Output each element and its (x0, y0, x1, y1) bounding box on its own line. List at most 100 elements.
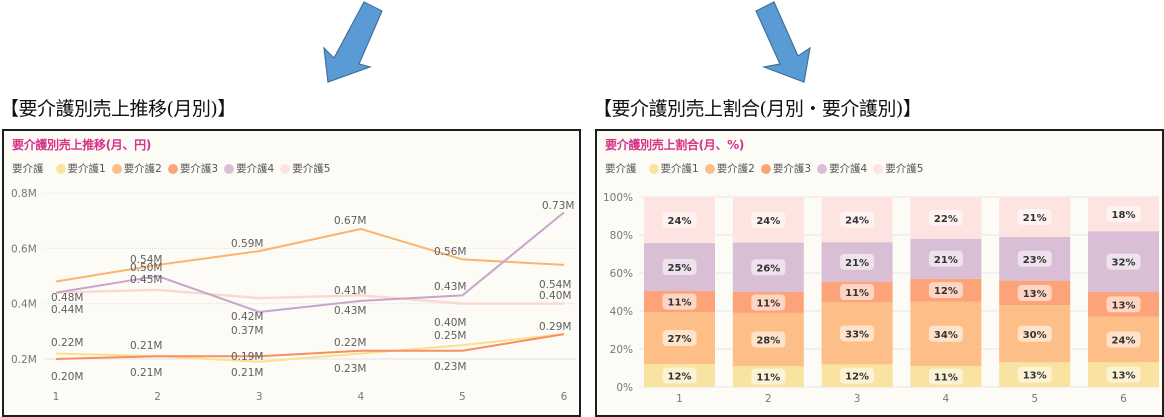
data-label: 26% (756, 263, 780, 274)
data-label-bg (1106, 253, 1141, 270)
y-tick-label: 0.2M (11, 354, 37, 366)
data-label: 0.21M (231, 367, 263, 379)
x-tick-label: 3 (256, 391, 263, 403)
x-tick-label: 1 (676, 393, 683, 405)
legend-label: 要介護5 (292, 163, 331, 175)
legend-dot-icon (55, 163, 66, 174)
data-label: 0.25M (434, 330, 466, 342)
legend-item-1[interactable]: 要介護1 (648, 161, 699, 176)
data-label: 30% (1023, 330, 1047, 341)
y-tick-label: 100% (603, 192, 633, 204)
data-label: 13% (1112, 300, 1136, 311)
data-label: 0.22M (334, 337, 366, 349)
data-label-bg (751, 331, 786, 348)
data-label: 0.44M (51, 304, 83, 316)
line-chart: 0.2M 0.4M 0.6M 0.8M 1 2 3 4 5 6 0.48M 0.54M 0.59M 0.6… (11, 188, 576, 403)
legend-title: 要介護 (12, 163, 44, 175)
data-label: 0.40M (539, 290, 571, 302)
line-series[interactable] (55, 333, 565, 360)
data-label-bg (1017, 325, 1052, 342)
data-label: 13% (1023, 371, 1047, 382)
x-tick-label: 5 (1031, 393, 1038, 405)
data-label: 11% (756, 373, 780, 384)
x-tick-label: 4 (943, 393, 950, 405)
data-label: 12% (845, 372, 869, 383)
data-label: 13% (1112, 371, 1136, 382)
data-label: 21% (1023, 213, 1047, 224)
x-tick-label: 6 (1120, 393, 1127, 405)
data-label: 0.42M (231, 311, 263, 323)
legend-item-4[interactable]: 要介護4 (817, 161, 867, 176)
data-label: 25% (668, 263, 692, 274)
data-label-bg (1017, 366, 1052, 383)
data-label-bg (662, 212, 697, 229)
data-label: 21% (934, 255, 958, 266)
data-label: 0.43M (434, 281, 466, 293)
x-tick-label: 6 (561, 391, 568, 403)
x-tick-label: 4 (357, 391, 364, 403)
data-label: 12% (668, 371, 692, 382)
data-label-bg (751, 368, 786, 385)
data-label: 28% (756, 336, 780, 347)
data-label: 0.21M (130, 340, 162, 352)
legend-dot-icon (648, 163, 659, 174)
stacked-bar[interactable]: 11% 34% 12% 21% 22% (910, 197, 982, 387)
stacked-bar-chart-panel: 要介護別売上割合(月、%) 要介護 要介護1 要介護2 要介護3 要介護4 要介護5 0… (595, 129, 1164, 417)
data-label-bg (840, 367, 875, 384)
y-tick-label: 80% (610, 230, 633, 242)
data-label-bg (751, 211, 786, 228)
data-label: 0.67M (334, 215, 366, 227)
stacked-bar[interactable]: 11% 28% 11% 26% 24% (732, 197, 804, 387)
legend-item-5[interactable]: 要介護5 (280, 161, 330, 176)
legend-item-5[interactable]: 要介護5 (873, 161, 923, 176)
data-label: 0.56M (434, 246, 466, 258)
data-label: 0.37M (231, 325, 263, 337)
stacked-bar-chart: 0% 20% 40% 60% 80% 100% 12% 27% 11% 25% 24% 1 11% 28%… (603, 192, 1159, 405)
data-label: 24% (845, 216, 869, 227)
data-label-bg (1017, 284, 1052, 301)
x-tick-label: 2 (154, 391, 161, 403)
stacked-bar[interactable]: 12% 33% 11% 21% 24% (821, 197, 893, 387)
section-heading-sales-ratio: 【要介護別売上割合(月別・要介護別)】 (593, 98, 922, 120)
data-label-bg (840, 284, 875, 300)
data-label-bg (751, 259, 786, 276)
data-label: 0.43M (334, 305, 366, 317)
data-label-bg (840, 253, 875, 270)
data-label-bg (1106, 366, 1141, 383)
chart-title: 要介護別売上割合(月、%) (605, 138, 745, 152)
line-series[interactable] (55, 288, 564, 305)
legend-label: 要介護1 (660, 163, 699, 175)
stacked-bar[interactable]: 13% 30% 13% 23% 21% (999, 197, 1071, 387)
line-chart-panel: 要介護別売上推移(月、円) 要介護 要介護1 要介護2 要介護3 要介護4 要介護5 0… (2, 129, 581, 417)
legend-item-2[interactable]: 要介護2 (111, 161, 162, 176)
legend-item-2[interactable]: 要介護2 (704, 161, 755, 176)
legend-dot-icon (760, 163, 771, 174)
data-label: 0.73M (542, 200, 574, 212)
data-label: 0.23M (434, 361, 466, 373)
legend-item-3[interactable]: 要介護3 (760, 161, 811, 176)
line-series[interactable] (55, 211, 565, 313)
stacked-bar[interactable]: 12% 27% 11% 25% 24% (644, 197, 715, 387)
x-tick-label: 3 (854, 393, 861, 405)
y-tick-label: 40% (610, 306, 633, 318)
x-tick-label: 1 (53, 391, 60, 403)
stacked-bar[interactable]: 13% 24% 13% 32% 18% (1088, 197, 1159, 387)
legend-dot-icon (704, 163, 715, 174)
data-label-bg (662, 367, 697, 384)
data-label: 21% (845, 258, 869, 269)
data-label: 0.41M (334, 285, 366, 297)
data-label: 0.19M (231, 351, 263, 363)
legend-item-4[interactable]: 要介護4 (224, 161, 274, 176)
y-tick-label: 20% (610, 344, 633, 356)
legend-label: 要介護4 (829, 163, 868, 175)
data-label: 0.54M (130, 254, 162, 266)
data-label: 33% (845, 329, 869, 340)
data-label-bg (928, 325, 963, 342)
legend: 要介護 要介護1 要介護2 要介護3 要介護4 要介護5 (12, 161, 336, 176)
line-series[interactable] (55, 227, 565, 283)
legend-item-1[interactable]: 要介護1 (55, 161, 106, 176)
y-tick-label: 0.6M (11, 243, 37, 255)
legend: 要介護 要介護1 要介護2 要介護3 要介護4 要介護5 (605, 161, 929, 176)
legend-label: 要介護2 (716, 163, 755, 175)
legend-item-3[interactable]: 要介護3 (167, 161, 218, 176)
